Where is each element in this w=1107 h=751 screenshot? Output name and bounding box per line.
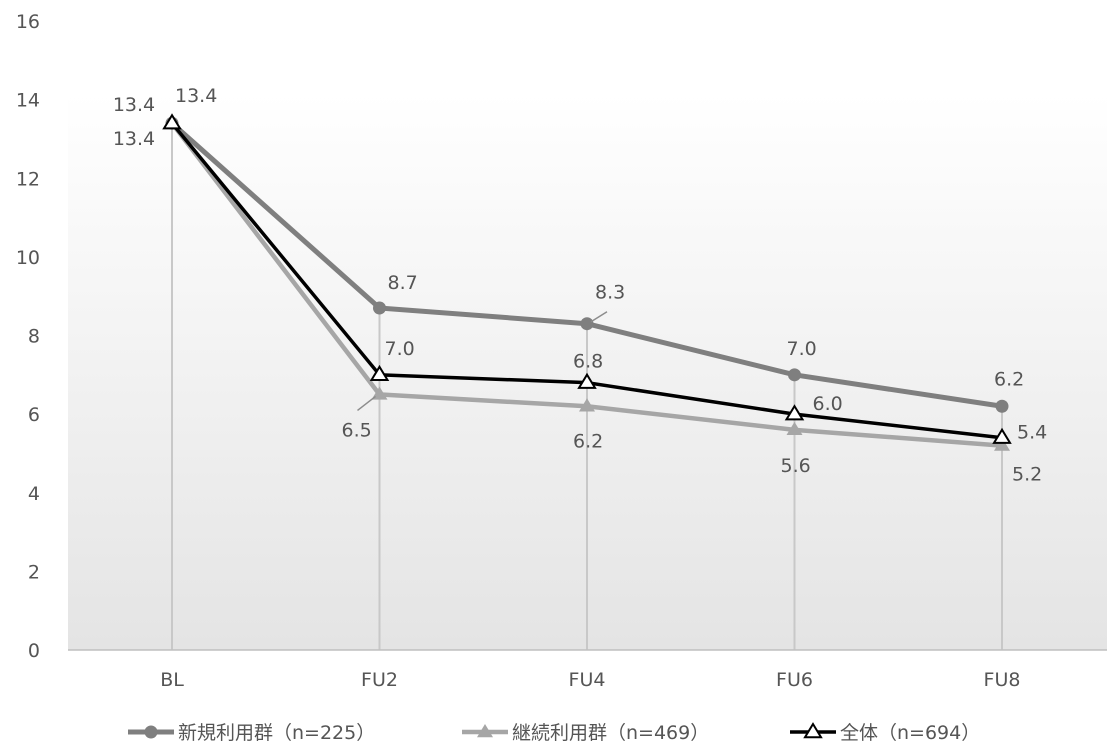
data-point-marker xyxy=(992,427,1012,444)
data-point-marker xyxy=(579,398,595,412)
data-point-marker xyxy=(369,364,390,382)
data-label: 7.0 xyxy=(385,338,415,360)
data-point-marker xyxy=(162,113,182,130)
legend-swatch-marker xyxy=(477,724,493,738)
y-tick-label: 6 xyxy=(28,404,40,426)
data-point-marker xyxy=(373,301,386,315)
legend-item: 継続利用群（n=469） xyxy=(462,722,709,744)
label-leader-line xyxy=(590,311,608,323)
data-label: 5.6 xyxy=(781,455,811,477)
legend-label: 新規利用群（n=225） xyxy=(178,722,375,744)
y-tick-label: 4 xyxy=(28,483,40,505)
legend-label: 継続利用群（n=469） xyxy=(512,722,709,744)
x-tick-label: FU2 xyxy=(361,669,398,691)
y-tick-label: 8 xyxy=(28,326,40,348)
data-point-marker xyxy=(994,437,1010,451)
legend: 新規利用群（n=225） 継続利用群（n=469） 全体（n=694） xyxy=(128,722,980,744)
legend-label: 全体（n=694） xyxy=(840,722,980,744)
data-labels: 13.4 8.7 8.3 7.0 6.2 13.4 6.5 6.2 5.6 5.2 13.4 7.0 6… xyxy=(113,85,1047,485)
legend-item: 新規利用群（n=225） xyxy=(128,722,375,744)
data-label: 6.2 xyxy=(573,430,603,452)
legend-swatch-marker xyxy=(144,725,158,739)
data-point-marker xyxy=(371,386,388,400)
data-label: 8.7 xyxy=(388,272,418,294)
legend-item: 全体（n=694） xyxy=(790,722,980,744)
label-leader-line xyxy=(357,395,376,412)
y-tick-label: 2 xyxy=(28,561,40,583)
data-label: 13.4 xyxy=(113,128,155,150)
data-label: 6.5 xyxy=(342,419,372,441)
data-point-marker xyxy=(784,404,805,421)
y-tick-label: 12 xyxy=(16,168,40,190)
y-tick-label: 14 xyxy=(16,90,40,112)
data-label: 5.2 xyxy=(1012,464,1042,486)
data-label: 6.0 xyxy=(813,393,843,415)
y-axis: 0 2 4 6 8 10 12 14 16 xyxy=(16,11,40,662)
y-tick-label: 10 xyxy=(16,247,40,269)
x-tick-label: FU4 xyxy=(569,669,606,691)
data-point-marker xyxy=(995,399,1009,413)
series-markers xyxy=(162,113,1012,451)
data-point-marker xyxy=(577,372,597,389)
data-label: 13.4 xyxy=(113,94,155,116)
x-tick-label: BL xyxy=(160,669,184,691)
data-point-marker xyxy=(786,421,803,436)
x-axis: BL FU2 FU4 FU6 FU8 xyxy=(160,669,1020,691)
data-point-marker xyxy=(580,317,594,331)
x-tick-label: FU6 xyxy=(776,669,813,691)
data-label: 6.8 xyxy=(573,351,603,373)
legend-swatch-marker xyxy=(803,722,823,739)
data-label: 13.4 xyxy=(175,85,217,107)
data-point-marker xyxy=(788,368,801,382)
data-label: 7.0 xyxy=(787,338,817,360)
y-tick-label: 16 xyxy=(16,11,40,33)
y-tick-label: 0 xyxy=(28,640,40,662)
x-tick-label: FU8 xyxy=(984,669,1021,691)
data-label: 8.3 xyxy=(595,282,625,304)
data-label: 5.4 xyxy=(1017,422,1047,444)
data-label: 6.2 xyxy=(994,368,1024,390)
